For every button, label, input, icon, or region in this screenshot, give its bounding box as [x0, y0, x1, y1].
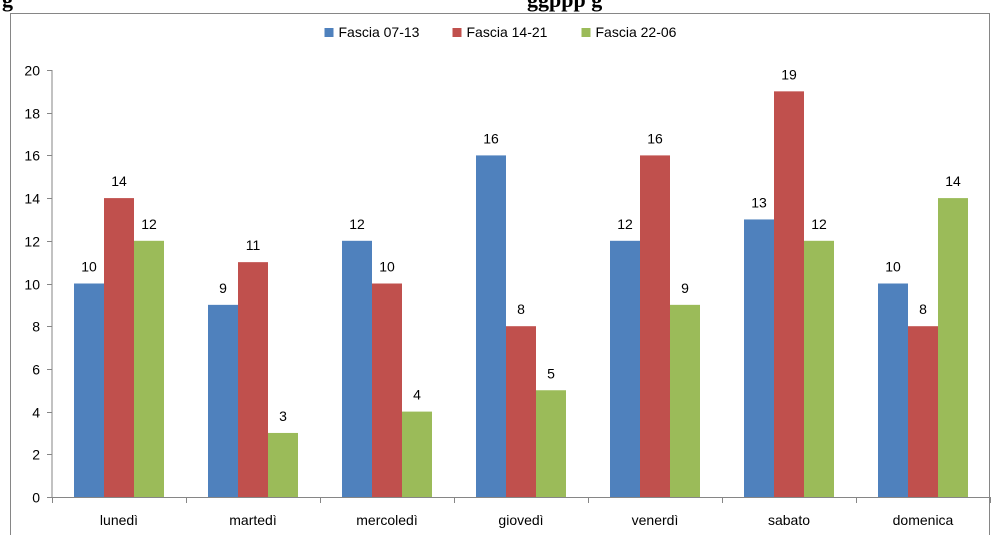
x-tick-label: lunedì [100, 512, 138, 528]
bar [804, 240, 834, 498]
bar [640, 155, 670, 497]
data-label: 10 [885, 259, 901, 275]
data-label: 9 [681, 280, 689, 296]
data-label: 10 [81, 259, 97, 275]
legend-swatch [452, 28, 462, 37]
y-tick-label: 6 [32, 362, 40, 378]
y-tick-label: 8 [32, 319, 40, 335]
x-tick-label: domenica [893, 512, 954, 528]
data-label: 16 [647, 130, 663, 146]
y-tick-label: 0 [32, 490, 40, 506]
page-heading-left: g [2, 0, 13, 13]
bar [372, 283, 402, 497]
data-label: 12 [141, 216, 157, 232]
y-tick-label: 14 [24, 191, 40, 207]
x-axis: lunedì martedì mercoledì giovedì venerdì saba… [52, 497, 991, 528]
data-label: 3 [279, 408, 287, 424]
data-label: 12 [349, 216, 365, 232]
data-label: 13 [751, 194, 767, 210]
x-tick-label: venerdì [632, 512, 679, 528]
bar [208, 304, 238, 497]
bar [774, 91, 804, 497]
y-tick-label: 18 [24, 106, 40, 122]
bars-group [74, 91, 968, 498]
bar [670, 304, 700, 497]
y-tick-label: 10 [24, 277, 40, 293]
data-label: 10 [379, 259, 395, 275]
bar [878, 283, 908, 497]
y-tick-label: 2 [32, 447, 40, 463]
data-label: 16 [483, 130, 499, 146]
data-label: 11 [246, 237, 261, 253]
x-tick-label: giovedì [498, 512, 543, 528]
bar [134, 240, 164, 498]
bar [938, 198, 968, 497]
bar [238, 262, 268, 497]
data-label: 8 [517, 301, 525, 317]
bar [342, 240, 372, 498]
legend-label: Fascia 22-06 [596, 24, 677, 40]
x-tick-label: sabato [768, 512, 810, 528]
legend-swatch [324, 28, 334, 37]
data-label: 12 [811, 216, 827, 232]
y-tick-label: 12 [24, 234, 40, 250]
bar [402, 411, 432, 497]
bar [536, 390, 566, 497]
legend-swatch [581, 28, 591, 37]
bar [610, 240, 640, 498]
bar [74, 283, 104, 497]
bar [744, 219, 774, 497]
legend-label: Fascia 07-13 [339, 24, 420, 40]
x-tick-label: martedì [229, 512, 276, 528]
bar [908, 326, 938, 497]
bar [268, 432, 298, 497]
bar [476, 155, 506, 497]
y-tick-label: 20 [24, 63, 40, 79]
page-heading: g ggppp g [0, 0, 1003, 13]
page-heading-right: ggppp g [527, 0, 602, 13]
data-label: 9 [219, 280, 227, 296]
data-label: 14 [945, 173, 961, 189]
data-label: 14 [111, 173, 127, 189]
chart-legend: Fascia 07-13 Fascia 14-21 Fascia 22-06 [324, 24, 677, 40]
y-tick-label: 16 [24, 148, 40, 164]
legend-label: Fascia 14-21 [467, 24, 548, 40]
data-label: 12 [617, 216, 633, 232]
bar [506, 326, 536, 497]
data-label: 4 [413, 387, 421, 403]
data-labels-group: 10 14 12 9 11 3 12 10 4 16 8 5 12 16 9 13 19 12 10 8 14 [81, 66, 961, 424]
y-tick-label: 4 [32, 405, 40, 421]
data-label: 5 [547, 365, 555, 381]
data-label: 19 [781, 66, 797, 82]
x-tick-label: mercoledì [356, 512, 417, 528]
data-label: 8 [919, 301, 927, 317]
bar [104, 198, 134, 497]
y-axis: 0 2 4 6 8 10 12 14 16 18 20 [24, 63, 53, 506]
